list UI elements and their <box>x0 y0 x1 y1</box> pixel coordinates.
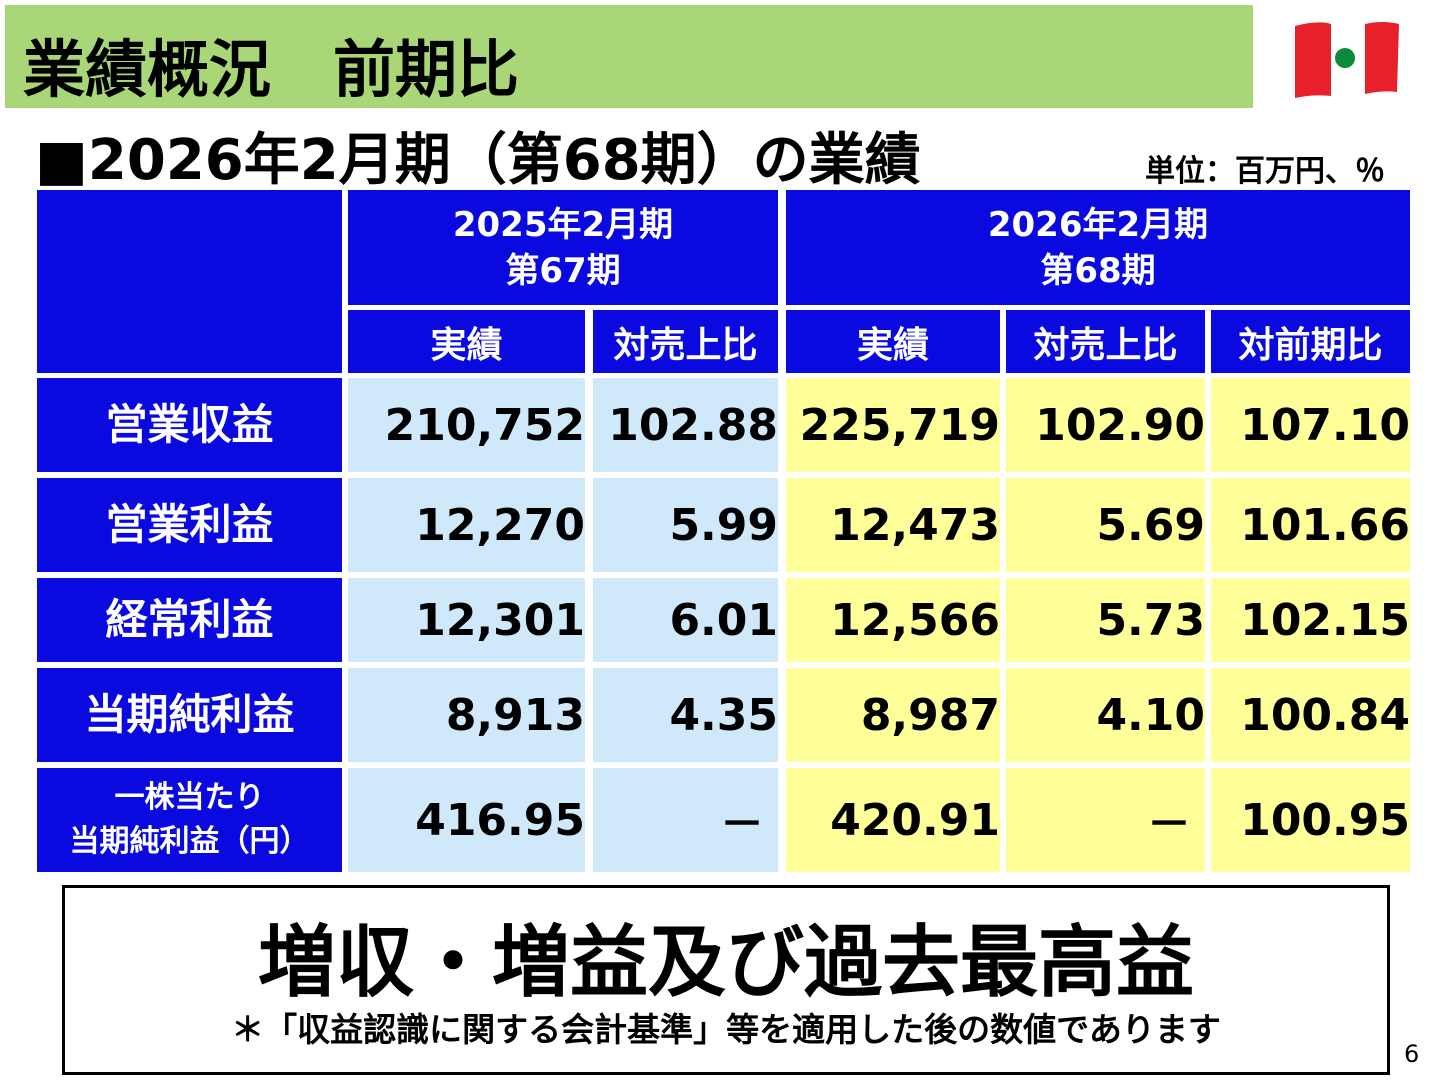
column-label: 実績 <box>430 324 503 366</box>
column-header: 実績 <box>348 310 585 373</box>
column-header: 対前期比 <box>1211 310 1410 373</box>
data-cell: 102.88 <box>593 378 778 472</box>
data-cell: 5.99 <box>593 478 778 572</box>
data-cell: 5.73 <box>1006 578 1205 662</box>
data-cell: 5.69 <box>1006 478 1205 572</box>
period-header: 2026年2月期 第68期 <box>786 190 1410 305</box>
data-cell: 102.90 <box>1006 378 1205 472</box>
cell-value: 416.95 <box>415 794 585 846</box>
data-cell: 12,473 <box>786 478 1000 572</box>
row-header: 一株当たり当期純利益（円） <box>37 768 342 872</box>
column-label: 対売上比 <box>1033 324 1178 366</box>
cell-value: 107.10 <box>1240 399 1410 451</box>
page-number: 6 <box>1404 1040 1420 1068</box>
period-header: 2025年2月期 第67期 <box>348 190 778 305</box>
cell-value: 4.10 <box>1096 689 1205 741</box>
data-cell: 416.95 <box>348 768 585 872</box>
row-label: 一株当たり <box>114 780 265 815</box>
cell-value: 8,987 <box>860 689 1000 741</box>
column-header: 対売上比 <box>593 310 778 373</box>
data-cell: 210,752 <box>348 378 585 472</box>
data-cell: 12,566 <box>786 578 1000 662</box>
cell-value: 100.84 <box>1240 689 1410 741</box>
data-cell: 100.84 <box>1211 668 1410 762</box>
data-cell: 107.10 <box>1211 378 1410 472</box>
cell-value: 101.66 <box>1240 499 1410 551</box>
cell-value: 102.88 <box>608 399 778 451</box>
data-cell: 225,719 <box>786 378 1000 472</box>
row-label: 経常利益 <box>105 595 274 644</box>
unit-label: 単位：百万円、％ <box>1145 154 1385 189</box>
cell-value: 102.90 <box>1035 399 1205 451</box>
cell-value: 420.91 <box>830 794 1000 846</box>
cell-value: 12,270 <box>415 499 585 551</box>
column-header: 対売上比 <box>1006 310 1205 373</box>
data-cell: 420.91 <box>786 768 1000 872</box>
cell-value: 5.69 <box>1096 499 1205 551</box>
data-cell: 12,301 <box>348 578 585 662</box>
column-header: 実績 <box>786 310 1000 373</box>
data-cell: 101.66 <box>1211 478 1410 572</box>
summary-note: ＊「収益認識に関する会計基準」等を適用した後の数値であります <box>231 1010 1221 1049</box>
cell-value: 225,719 <box>799 399 1000 451</box>
data-cell: － <box>1006 768 1205 872</box>
data-cell: － <box>593 768 778 872</box>
cell-value: 8,913 <box>445 689 585 741</box>
row-header: 経常利益 <box>37 578 342 662</box>
cell-value: 5.99 <box>669 499 778 551</box>
data-cell: 8,987 <box>786 668 1000 762</box>
row-label: 当期純利益 <box>84 690 295 739</box>
cell-value: 100.95 <box>1240 794 1410 846</box>
column-label: 対売上比 <box>613 324 758 366</box>
row-label: 営業利益 <box>105 500 274 549</box>
data-cell: 4.10 <box>1006 668 1205 762</box>
period-term: 第68期 <box>1040 250 1156 291</box>
corner-header <box>37 190 342 373</box>
period-term: 第67期 <box>505 250 621 291</box>
cell-value: 4.35 <box>669 689 778 741</box>
cell-value: 102.15 <box>1240 594 1410 646</box>
cell-value: 12,301 <box>415 594 585 646</box>
row-label: 当期純利益（円） <box>69 824 310 859</box>
cell-value: － <box>720 799 764 850</box>
period-label: 2025年2月期 <box>452 204 674 245</box>
column-label: 実績 <box>856 324 929 366</box>
title: 業績概況 前期比 <box>23 33 520 106</box>
summary-headline: 増収・増益及び過去最高益 <box>257 918 1194 1008</box>
data-cell: 6.01 <box>593 578 778 662</box>
data-cell: 102.15 <box>1211 578 1410 662</box>
cell-value: 210,752 <box>384 399 585 451</box>
subtitle: ■2026年2月期（第68期）の業績 <box>35 128 921 193</box>
summary-box: 増収・増益及び過去最高益 ＊「収益認識に関する会計基準」等を適用した後の数値であ… <box>62 885 1390 1075</box>
row-header: 営業収益 <box>37 378 342 472</box>
data-cell: 12,270 <box>348 478 585 572</box>
data-cell: 8,913 <box>348 668 585 762</box>
cell-value: 5.73 <box>1096 594 1205 646</box>
row-label: 営業収益 <box>105 400 274 449</box>
data-cell: 4.35 <box>593 668 778 762</box>
row-header: 当期純利益 <box>37 668 342 762</box>
column-label: 対前期比 <box>1238 324 1383 366</box>
cell-value: 12,473 <box>830 499 1000 551</box>
data-cell: 100.95 <box>1211 768 1410 872</box>
period-label: 2026年2月期 <box>987 204 1209 245</box>
cell-value: － <box>1147 799 1191 850</box>
row-header: 営業利益 <box>37 478 342 572</box>
cell-value: 6.01 <box>669 594 778 646</box>
title-bar: 業績概況 前期比 <box>5 5 1253 108</box>
flag-logo <box>1295 22 1399 98</box>
cell-value: 12,566 <box>830 594 1000 646</box>
